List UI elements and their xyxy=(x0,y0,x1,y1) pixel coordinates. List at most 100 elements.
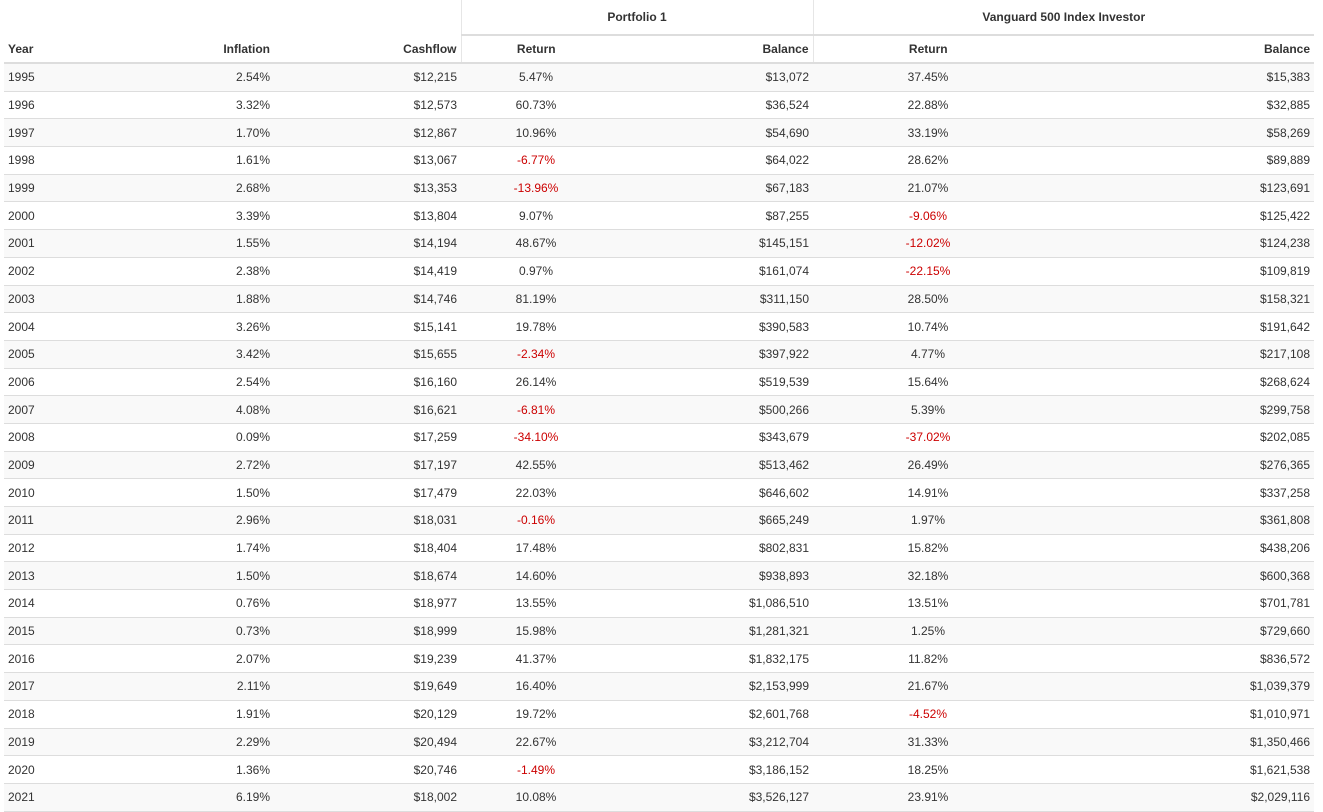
benchmark-return-cell: -37.02% xyxy=(813,423,1044,452)
inflation-cell: 2.54% xyxy=(114,368,274,397)
inflation-cell: 3.42% xyxy=(114,340,274,369)
benchmark-return-cell: 18.25% xyxy=(813,755,1044,784)
cashflow-cell: $18,999 xyxy=(274,617,462,646)
inflation-cell: 1.91% xyxy=(114,700,274,729)
portfolio-return-cell: -13.96% xyxy=(461,174,612,203)
col-header-benchmark-balance[interactable]: Balance xyxy=(1043,35,1315,64)
inflation-cell: 6.19% xyxy=(114,783,274,812)
table-row: 2021 6.19% $18,002 10.08% $3,526,127 23.91% $2… xyxy=(4,783,1315,812)
table-row: 2014 0.76% $18,977 13.55% $1,086,510 13.51% $7… xyxy=(4,589,1315,618)
benchmark-return-cell: -22.15% xyxy=(813,257,1044,286)
annual-returns-table: Portfolio 1 Vanguard 500 Index Investor … xyxy=(4,0,1315,812)
table-row: 2004 3.26% $15,141 19.78% $390,583 10.74% $191… xyxy=(4,312,1315,341)
table-row: 1998 1.61% $13,067 -6.77% $64,022 28.62% $89,8… xyxy=(4,146,1315,175)
portfolio-return-cell: 22.03% xyxy=(461,478,612,507)
year-cell: 2007 xyxy=(4,395,114,424)
benchmark-balance-cell: $1,621,538 xyxy=(1043,755,1315,784)
table-row: 2020 1.36% $20,746 -1.49% $3,186,152 18.25% $1… xyxy=(4,755,1315,784)
portfolio-balance-cell: $13,072 xyxy=(611,63,814,92)
cashflow-cell: $14,746 xyxy=(274,285,462,314)
table-row: 2012 1.74% $18,404 17.48% $802,831 15.82% $438… xyxy=(4,534,1315,563)
year-cell: 2012 xyxy=(4,534,114,563)
cashflow-cell: $20,746 xyxy=(274,755,462,784)
inflation-cell: 2.68% xyxy=(114,174,274,203)
portfolio-return-cell: -6.77% xyxy=(461,146,612,175)
col-header-cashflow[interactable]: Cashflow xyxy=(274,35,462,64)
year-cell: 2011 xyxy=(4,506,114,535)
table-row: 2005 3.42% $15,655 -2.34% $397,922 4.77% $217,… xyxy=(4,340,1315,369)
table-row: 2000 3.39% $13,804 9.07% $87,255 -9.06% $125,4… xyxy=(4,201,1315,231)
cashflow-cell: $13,067 xyxy=(274,146,462,175)
benchmark-balance-cell: $1,010,971 xyxy=(1043,700,1315,729)
benchmark-return-cell: 1.97% xyxy=(813,506,1044,535)
portfolio-return-cell: -1.49% xyxy=(461,755,612,784)
table-row: 1997 1.70% $12,867 10.96% $54,690 33.19% $58,2… xyxy=(4,118,1315,148)
portfolio-return-cell: 41.37% xyxy=(461,644,612,674)
cashflow-cell: $18,404 xyxy=(274,534,462,563)
benchmark-balance-cell: $217,108 xyxy=(1043,340,1315,369)
benchmark-balance-cell: $109,819 xyxy=(1043,257,1315,286)
cashflow-cell: $18,031 xyxy=(274,506,462,535)
benchmark-balance-cell: $1,039,379 xyxy=(1043,672,1315,701)
group-header-row: Portfolio 1 Vanguard 500 Index Investor xyxy=(4,0,1315,36)
year-cell: 2004 xyxy=(4,312,114,341)
benchmark-balance-cell: $202,085 xyxy=(1043,423,1315,452)
benchmark-return-cell: 21.07% xyxy=(813,174,1044,203)
inflation-cell: 2.72% xyxy=(114,451,274,480)
cashflow-cell: $18,002 xyxy=(274,783,462,812)
year-cell: 2018 xyxy=(4,700,114,729)
benchmark-balance-cell: $600,368 xyxy=(1043,561,1315,591)
portfolio-balance-cell: $311,150 xyxy=(611,285,814,314)
benchmark-return-cell: -12.02% xyxy=(813,229,1044,258)
year-cell: 1997 xyxy=(4,118,114,148)
portfolio-balance-cell: $1,832,175 xyxy=(611,644,814,674)
table-row: 2016 2.07% $19,239 41.37% $1,832,175 11.82% $8… xyxy=(4,644,1315,674)
col-header-portfolio-return[interactable]: Return xyxy=(460,35,612,64)
benchmark-balance-cell: $191,642 xyxy=(1043,312,1315,341)
inflation-cell: 1.36% xyxy=(114,755,274,784)
portfolio-balance-cell: $343,679 xyxy=(611,423,814,452)
portfolio-balance-cell: $67,183 xyxy=(611,174,814,203)
cashflow-cell: $17,197 xyxy=(274,451,462,480)
year-cell: 2001 xyxy=(4,229,114,258)
year-cell: 2020 xyxy=(4,755,114,784)
benchmark-return-cell: 10.74% xyxy=(813,312,1044,341)
benchmark-balance-cell: $15,383 xyxy=(1043,63,1315,92)
table-row: 2018 1.91% $20,129 19.72% $2,601,768 -4.52% $1… xyxy=(4,700,1315,729)
table-row: 2008 0.09% $17,259 -34.10% $343,679 -37.02% $2… xyxy=(4,423,1315,452)
portfolio-balance-cell: $161,074 xyxy=(611,257,814,286)
benchmark-return-cell: 33.19% xyxy=(813,118,1044,148)
benchmark-return-cell: 4.77% xyxy=(813,340,1044,369)
table-row: 2009 2.72% $17,197 42.55% $513,462 26.49% $276… xyxy=(4,451,1315,480)
table-row: 1999 2.68% $13,353 -13.96% $67,183 21.07% $123… xyxy=(4,174,1315,203)
year-cell: 2013 xyxy=(4,561,114,591)
portfolio-balance-cell: $64,022 xyxy=(611,146,814,175)
portfolio-return-cell: 10.08% xyxy=(461,783,612,812)
portfolio-return-cell: -2.34% xyxy=(461,340,612,369)
year-cell: 2015 xyxy=(4,617,114,646)
inflation-cell: 2.29% xyxy=(114,728,274,757)
portfolio-return-cell: 17.48% xyxy=(461,534,612,563)
year-cell: 2006 xyxy=(4,368,114,397)
portfolio-balance-cell: $3,186,152 xyxy=(611,755,814,784)
portfolio-balance-cell: $1,281,321 xyxy=(611,617,814,646)
inflation-cell: 3.32% xyxy=(114,91,274,120)
benchmark-balance-cell: $158,321 xyxy=(1043,285,1315,314)
cashflow-cell: $17,479 xyxy=(274,478,462,507)
cashflow-cell: $18,977 xyxy=(274,589,462,618)
col-header-benchmark-return[interactable]: Return xyxy=(812,35,1044,64)
cashflow-cell: $19,239 xyxy=(274,644,462,674)
benchmark-return-cell: 28.62% xyxy=(813,146,1044,175)
portfolio-balance-cell: $519,539 xyxy=(611,368,814,397)
col-header-portfolio-balance[interactable]: Balance xyxy=(611,35,814,64)
col-header-year[interactable]: Year xyxy=(4,35,114,64)
col-header-inflation[interactable]: Inflation xyxy=(114,35,274,64)
benchmark-balance-cell: $299,758 xyxy=(1043,395,1315,424)
inflation-cell: 1.50% xyxy=(114,561,274,591)
year-cell: 2010 xyxy=(4,478,114,507)
table-body: 1995 2.54% $12,215 5.47% $13,072 37.45% $15,38… xyxy=(4,63,1315,812)
portfolio-balance-cell: $802,831 xyxy=(611,534,814,563)
column-header-row: Year Inflation Cashflow Return Balance R… xyxy=(4,35,1315,64)
cashflow-cell: $20,494 xyxy=(274,728,462,757)
portfolio-return-cell: 0.97% xyxy=(461,257,612,286)
